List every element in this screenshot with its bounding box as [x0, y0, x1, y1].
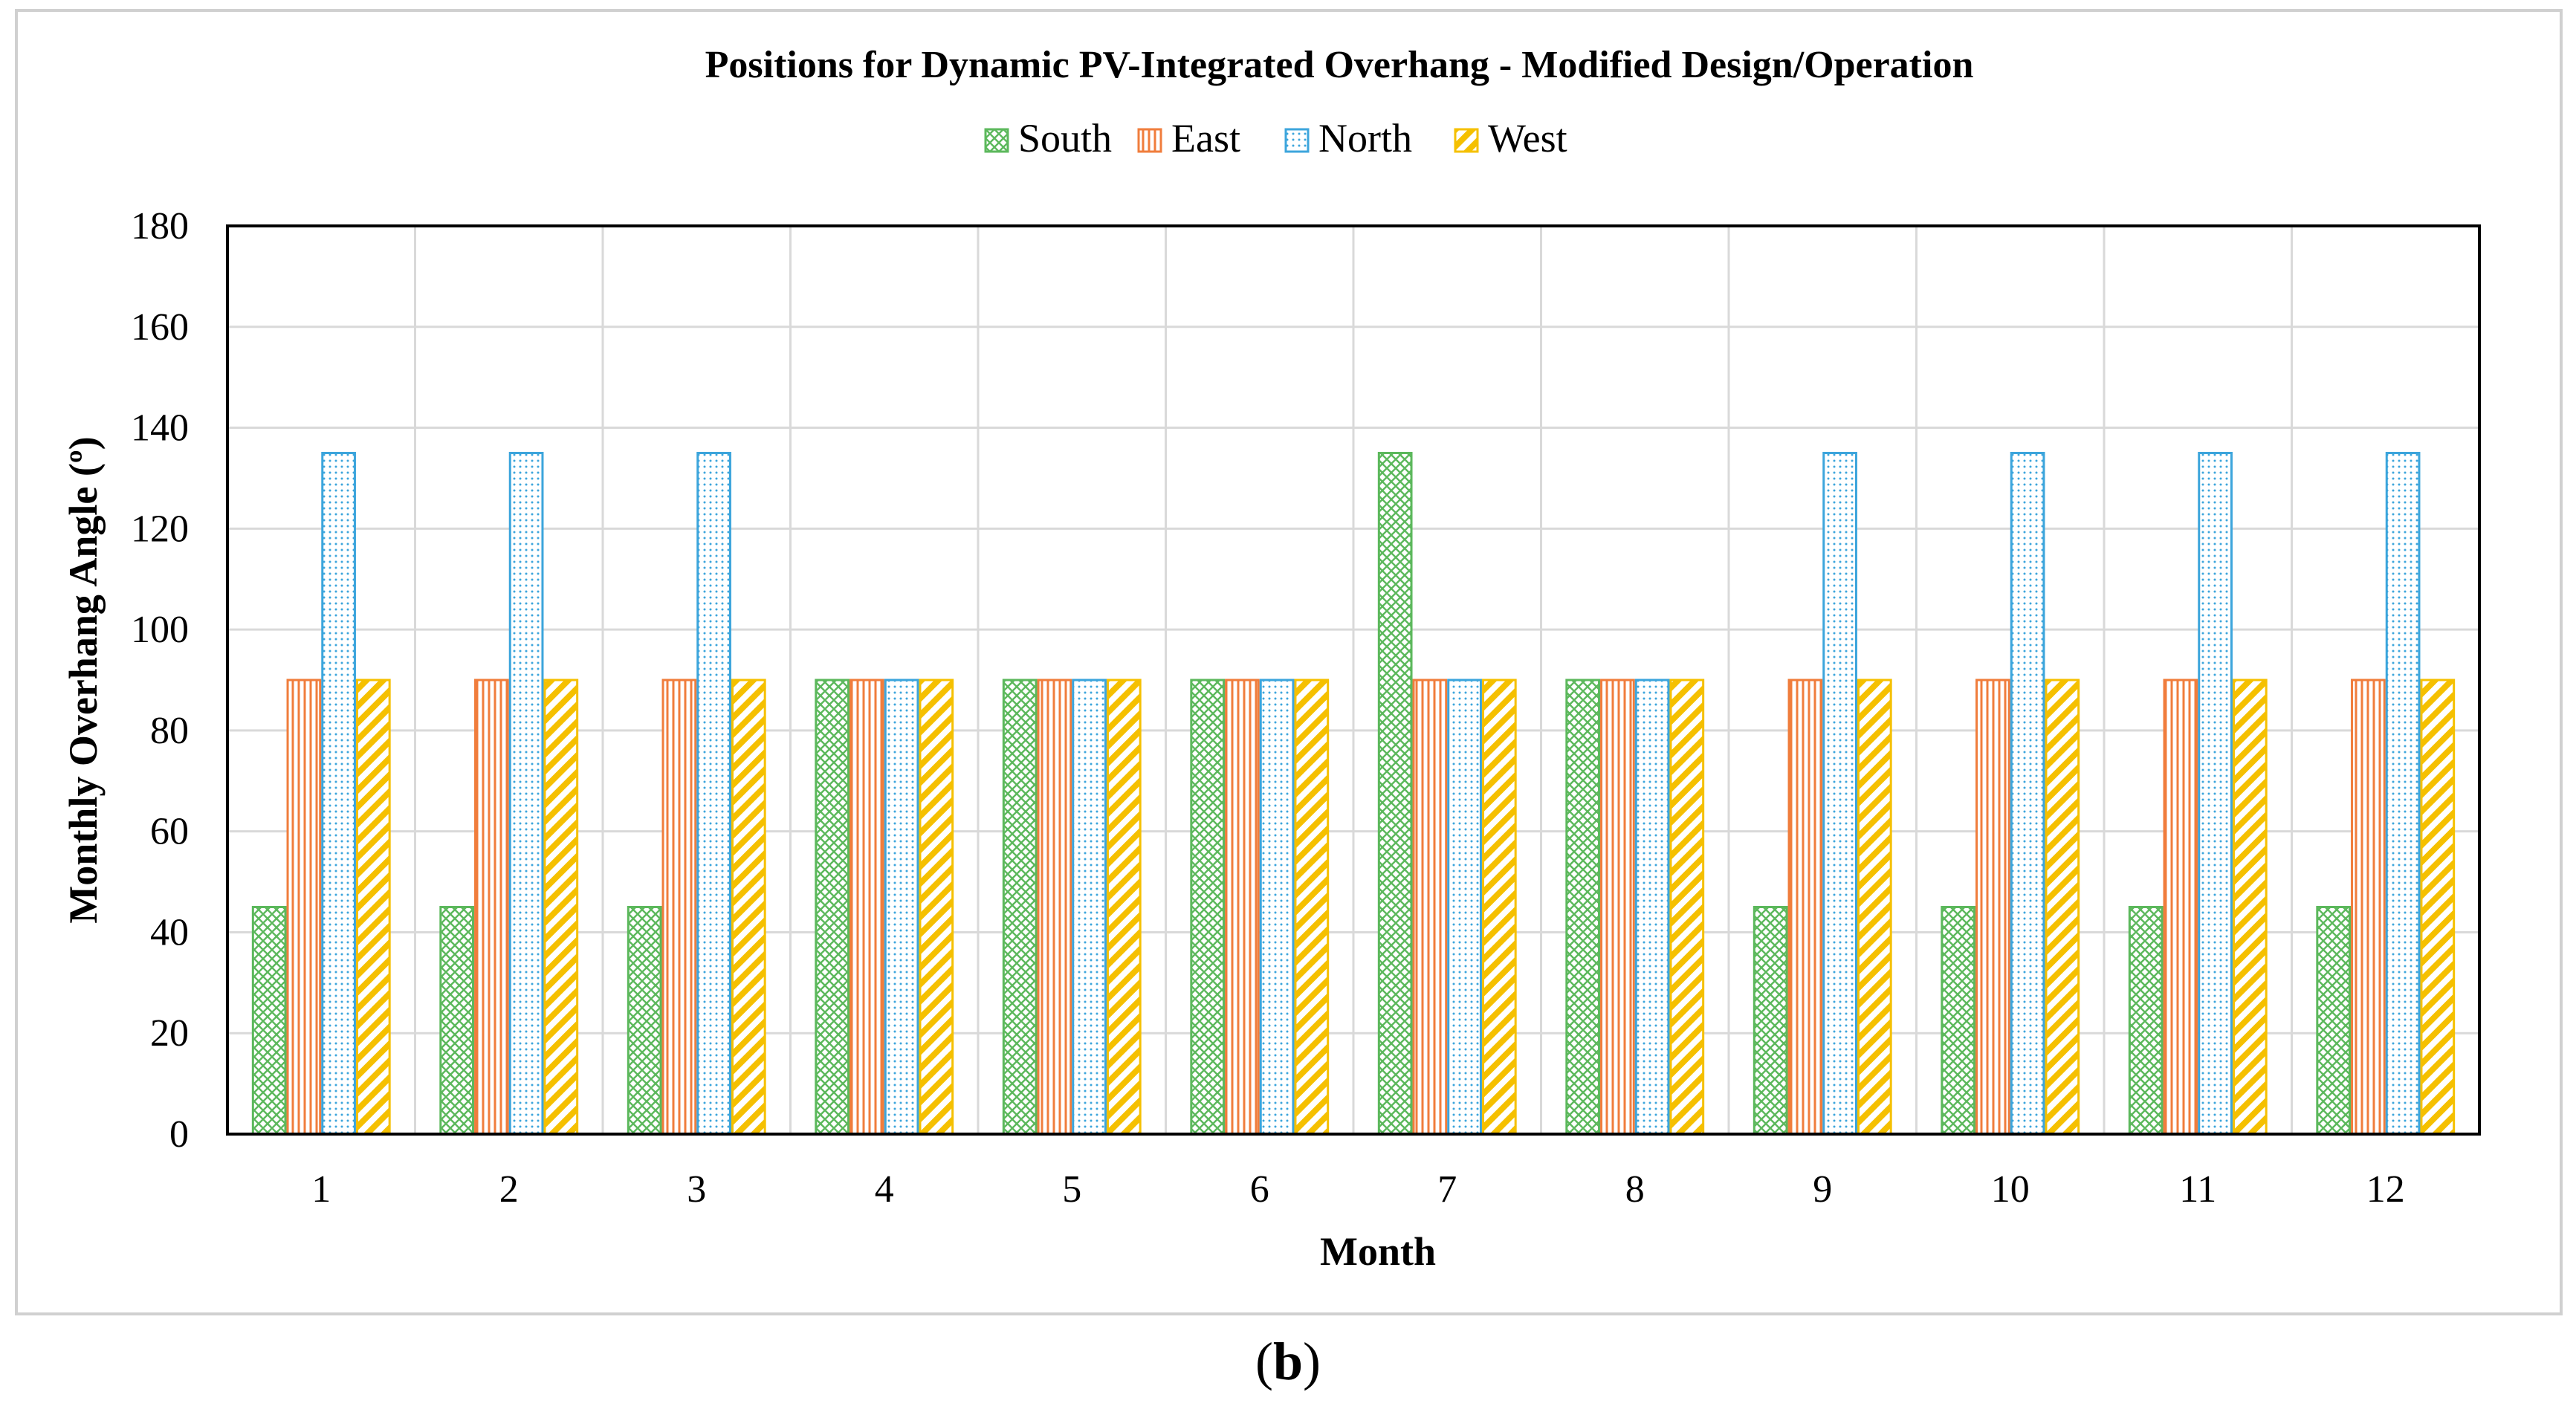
- bar-west-1: [355, 679, 391, 1136]
- bar-south-4: [815, 679, 850, 1136]
- bar-east-8: [1600, 679, 1635, 1136]
- legend-label-north: North: [1318, 116, 1412, 161]
- bar-west-9: [1857, 679, 1892, 1136]
- bar-south-2: [439, 906, 475, 1136]
- y-tick-label: 140: [131, 407, 189, 450]
- bar-north-1: [321, 452, 356, 1136]
- bar-north-2: [508, 452, 544, 1136]
- bar-east-2: [474, 679, 509, 1136]
- bar-east-11: [2163, 679, 2198, 1136]
- caption-open-paren: (: [1255, 1332, 1273, 1391]
- vertical-gridlines: [414, 226, 2293, 1134]
- bar-south-3: [627, 906, 662, 1136]
- bar-north-6: [1259, 679, 1295, 1136]
- x-tick-label: 8: [1625, 1168, 1645, 1211]
- x-tick-label: 6: [1250, 1168, 1269, 1211]
- bar-north-11: [2198, 452, 2233, 1136]
- bar-east-10: [1975, 679, 2010, 1136]
- bar-west-8: [1669, 679, 1705, 1136]
- y-tick-label: 20: [150, 1012, 189, 1055]
- legend-label-east: East: [1171, 116, 1240, 161]
- x-tick-label: 12: [2366, 1168, 2405, 1211]
- bar-west-3: [731, 679, 766, 1136]
- legend-label-west: West: [1488, 116, 1567, 161]
- bar-west-10: [2045, 679, 2080, 1136]
- bar-west-4: [919, 679, 954, 1136]
- bar-south-5: [1002, 679, 1038, 1136]
- bar-east-6: [1225, 679, 1260, 1136]
- bar-east-9: [1787, 679, 1823, 1136]
- chart-legend: South East North West: [984, 116, 1567, 161]
- x-tick-label: 5: [1062, 1168, 1081, 1211]
- legend-swatch-west: [1454, 128, 1479, 153]
- bar-north-9: [1822, 452, 1857, 1136]
- bar-east-7: [1412, 679, 1448, 1136]
- bar-west-2: [543, 679, 579, 1136]
- bar-south-9: [1753, 906, 1788, 1136]
- bar-west-6: [1294, 679, 1330, 1136]
- x-tick-label: 4: [875, 1168, 894, 1211]
- y-tick-label: 40: [150, 911, 189, 953]
- bar-east-12: [2351, 679, 2386, 1136]
- legend-swatch-north: [1284, 128, 1310, 153]
- bar-south-10: [1941, 906, 1976, 1136]
- y-tick-label: 0: [169, 1113, 189, 1156]
- x-tick-label: 11: [2179, 1168, 2216, 1211]
- bar-south-11: [2128, 906, 2164, 1136]
- bar-west-11: [2232, 679, 2268, 1136]
- legend-swatch-south: [984, 128, 1009, 153]
- y-tick-label: 80: [150, 710, 189, 752]
- x-tick-label: 7: [1437, 1168, 1457, 1211]
- y-tick-label: 180: [131, 205, 189, 247]
- bar-north-4: [884, 679, 919, 1136]
- x-tick-label: 1: [311, 1168, 331, 1211]
- caption-close-paren: ): [1303, 1332, 1321, 1391]
- legend-label-south: South: [1018, 116, 1112, 161]
- bar-south-6: [1190, 679, 1226, 1136]
- bar-east-5: [1037, 679, 1072, 1136]
- bar-north-12: [2385, 452, 2421, 1136]
- bar-south-1: [251, 906, 287, 1136]
- bar-north-3: [696, 452, 731, 1136]
- y-tick-label: 60: [150, 811, 189, 853]
- y-axis-ticks: 0 20 40 60 80 100 120 140 160 180: [131, 205, 189, 1156]
- x-axis-ticks: 1 2 3 4 5 6 7 8 9 10 11 12: [311, 1168, 2405, 1211]
- plot-area-border: [226, 224, 2481, 1136]
- x-axis-title: Month: [1320, 1229, 1436, 1274]
- bar-north-5: [1072, 679, 1107, 1136]
- bar-south-7: [1377, 452, 1413, 1136]
- y-axis-title: Monthly Overhang Angle (º): [61, 436, 106, 923]
- x-tick-label: 9: [1813, 1168, 1832, 1211]
- bar-north-10: [2010, 452, 2045, 1136]
- bar-east-1: [286, 679, 322, 1136]
- bar-north-7: [1447, 679, 1482, 1136]
- x-tick-label: 3: [687, 1168, 706, 1211]
- bar-south-8: [1565, 679, 1601, 1136]
- bar-north-8: [1634, 679, 1670, 1136]
- y-tick-label: 120: [131, 508, 189, 550]
- figure-caption: (b): [1255, 1332, 1321, 1391]
- y-tick-label: 160: [131, 306, 189, 349]
- y-tick-label: 100: [131, 609, 189, 651]
- x-tick-label: 2: [499, 1168, 519, 1211]
- caption-letter: b: [1273, 1332, 1303, 1391]
- bar-series-group: [251, 452, 2456, 1136]
- bar-west-5: [1106, 679, 1142, 1136]
- bar-west-7: [1481, 679, 1517, 1136]
- bar-east-3: [661, 679, 697, 1136]
- x-tick-label: 10: [1991, 1168, 2030, 1211]
- bar-east-4: [850, 679, 884, 1136]
- chart-title: Positions for Dynamic PV-Integrated Over…: [705, 44, 1974, 86]
- bar-west-12: [2420, 679, 2456, 1136]
- bar-south-12: [2316, 906, 2352, 1136]
- legend-swatch-east: [1137, 128, 1162, 153]
